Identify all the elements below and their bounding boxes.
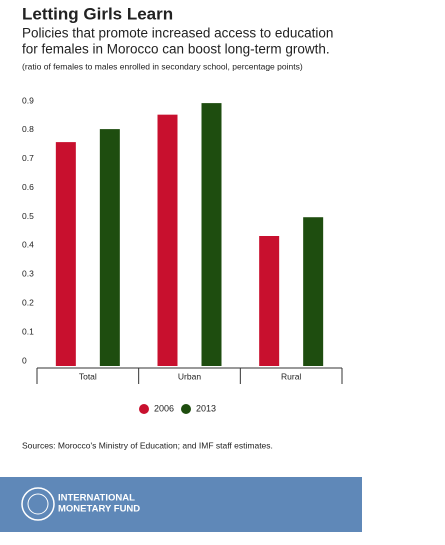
x-tick-label: Total — [79, 371, 97, 381]
source: Sources: Morocco's Ministry of Education… — [22, 440, 273, 450]
legend-label: 2006 — [154, 403, 174, 413]
y-tick-label: 0 — [22, 355, 27, 365]
bar — [201, 103, 222, 366]
y-tick-label: 0.1 — [22, 326, 34, 336]
logo-text: INTERNATIONAL — [58, 493, 135, 504]
y-tick-label: 0.7 — [22, 153, 34, 163]
y-tick-label: 0.9 — [22, 95, 34, 105]
bar — [259, 236, 280, 366]
y-tick-label: 0.3 — [22, 269, 34, 279]
y-tick-label: 0.8 — [22, 124, 34, 134]
bar — [157, 114, 178, 367]
y-tick-label: 0.6 — [22, 182, 34, 192]
chart-title: Letting Girls Learn — [22, 4, 173, 23]
legend-label: 2013 — [196, 403, 216, 413]
bar — [55, 142, 76, 366]
y-tick-label: 0.5 — [22, 211, 34, 221]
bar — [303, 217, 324, 366]
footer-band — [0, 477, 362, 532]
logo-emblem — [21, 487, 55, 521]
y-tick-label: 0.2 — [22, 297, 34, 307]
logo-text: MONETARY FUND — [58, 504, 140, 515]
x-tick-label: Rural — [281, 371, 301, 381]
legend-swatch — [139, 404, 149, 414]
subtitle: Policies that promote increased access t… — [22, 26, 333, 41]
bar — [99, 129, 120, 366]
legend-swatch — [181, 404, 191, 414]
y-tick-label: 0.4 — [22, 240, 34, 250]
subtitle: for females in Morocco can boost long-te… — [22, 42, 330, 57]
note: (ratio of females to males enrolled in s… — [22, 61, 303, 71]
x-tick-label: Urban — [178, 371, 201, 381]
logo-emblem — [27, 493, 49, 515]
